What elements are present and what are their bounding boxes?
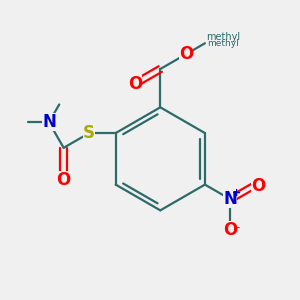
- Text: O: O: [251, 177, 265, 195]
- Text: N: N: [224, 190, 237, 208]
- Text: O: O: [179, 45, 193, 63]
- Text: methyl: methyl: [206, 32, 241, 42]
- Text: +: +: [232, 188, 242, 198]
- Text: S: S: [83, 124, 95, 142]
- Text: O: O: [223, 221, 238, 239]
- Text: N: N: [42, 113, 56, 131]
- Text: O: O: [57, 171, 71, 189]
- Text: O: O: [128, 75, 142, 93]
- Text: ⁻: ⁻: [234, 224, 240, 237]
- Text: methyl: methyl: [207, 39, 239, 48]
